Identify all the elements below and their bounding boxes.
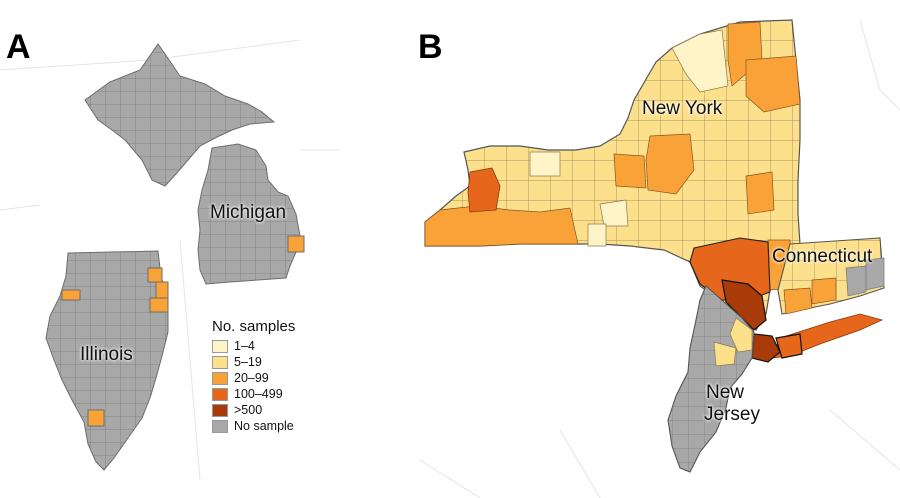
panel-label-b: B: [418, 28, 443, 66]
illinois-county-west: [61, 289, 81, 301]
ny-county-south-pale: [599, 199, 629, 227]
ct-county-newhaven: [811, 277, 837, 305]
legend-swatch: [212, 371, 228, 385]
ny-county-central-2: [613, 153, 647, 189]
legend-swatch: [212, 355, 228, 369]
ct-county-grey-1: [845, 265, 867, 297]
label-new-jersey-2: Jersey: [704, 404, 760, 425]
legend-title: No. samples: [212, 318, 296, 335]
label-new-york: New York: [642, 98, 723, 119]
nj-county-yellow-1: [729, 317, 753, 353]
legend-item: 5–19: [212, 354, 332, 370]
legend-label: 100–499: [234, 387, 283, 401]
panel-label-a: A: [6, 28, 31, 66]
ny-county-northeast-2: [745, 55, 801, 113]
ny-county-erie: [467, 167, 501, 213]
legend-label: 20–99: [234, 371, 269, 385]
ny-county-west-pale: [529, 151, 561, 177]
legend-item: 20–99: [212, 370, 332, 386]
legend-label: No sample: [234, 419, 294, 433]
label-illinois: Illinois: [80, 344, 133, 365]
ct-county-grey-2: [865, 257, 885, 291]
nj-county-yellow-2: [713, 341, 737, 367]
legend-item: 100–499: [212, 386, 332, 402]
legend-label: 5–19: [234, 355, 262, 369]
illinois-county-cook: [149, 297, 169, 313]
legend-item: 1–4: [212, 338, 332, 354]
ny-county-north-pale: [671, 29, 729, 93]
ny-county-central-1: [645, 133, 695, 195]
legend-swatch: [212, 339, 228, 353]
michigan-upper-peninsula: [84, 43, 276, 187]
michigan-lower-peninsula: [197, 143, 301, 285]
ny-county-rockland-westchester: [721, 279, 767, 331]
legend-item: No sample: [212, 418, 332, 434]
legend-swatch: [212, 403, 228, 417]
legend-label: 1–4: [234, 339, 255, 353]
legend-label: >500: [234, 403, 263, 417]
ct-county-fairfield: [783, 287, 813, 315]
legend-item: >500: [212, 402, 332, 418]
illinois-county-north: [147, 267, 163, 283]
michigan-orange-county: [287, 235, 305, 253]
ny-county-south-pale-2: [587, 223, 607, 247]
ny-county-southern-tier: [424, 205, 579, 247]
ny-county-nassau: [775, 333, 803, 359]
label-connecticut: Connecticut: [772, 246, 873, 267]
legend-swatch: [212, 387, 228, 401]
legend: No. samples 1–4 5–19 20–99 100–499 >500 No sa…: [212, 318, 332, 434]
illinois-county-south: [87, 409, 105, 427]
legend-swatch: [212, 419, 228, 433]
ny-county-east-mid: [745, 171, 775, 215]
label-new-jersey-1: New: [706, 382, 745, 403]
label-michigan: Michigan: [210, 202, 287, 223]
